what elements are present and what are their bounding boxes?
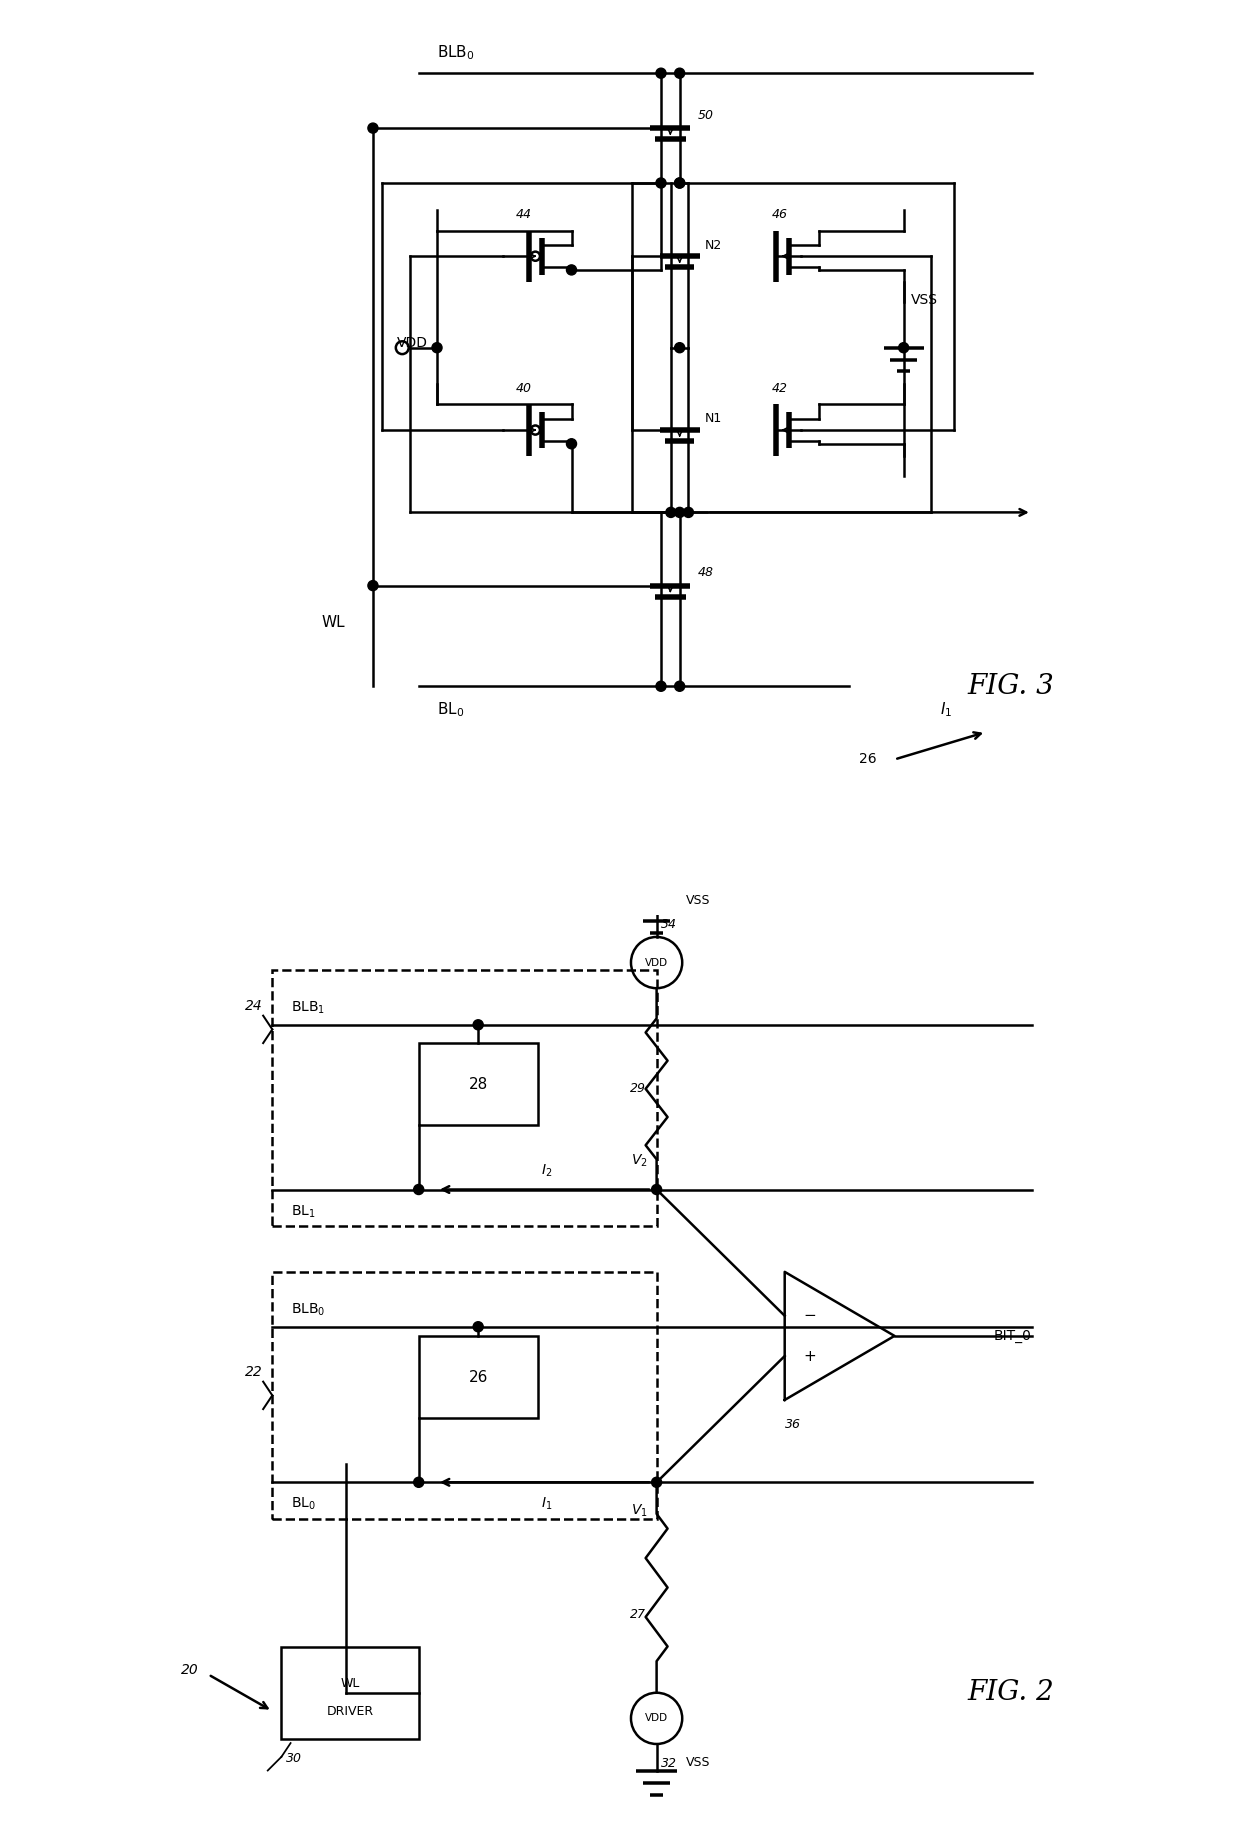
Circle shape xyxy=(656,68,666,79)
Text: VSS: VSS xyxy=(911,293,937,307)
Text: FIG. 3: FIG. 3 xyxy=(967,673,1054,699)
Text: 29: 29 xyxy=(630,1082,646,1096)
Text: VSS: VSS xyxy=(686,1755,711,1770)
Text: N2: N2 xyxy=(704,238,722,251)
Text: 22: 22 xyxy=(246,1365,263,1380)
Circle shape xyxy=(414,1184,424,1195)
Circle shape xyxy=(675,178,684,188)
Circle shape xyxy=(368,123,378,134)
Text: 36: 36 xyxy=(785,1418,801,1431)
Text: BIT_0: BIT_0 xyxy=(994,1329,1032,1343)
Circle shape xyxy=(656,178,666,188)
Text: 46: 46 xyxy=(773,209,789,221)
Text: $V_2$: $V_2$ xyxy=(631,1153,647,1169)
Text: BLB$_1$: BLB$_1$ xyxy=(290,999,325,1016)
Text: 48: 48 xyxy=(698,565,714,578)
Circle shape xyxy=(899,342,909,353)
Circle shape xyxy=(675,681,684,692)
Text: BL$_0$: BL$_0$ xyxy=(436,699,464,719)
Circle shape xyxy=(474,1321,484,1332)
Text: 44: 44 xyxy=(516,209,532,221)
Text: 26: 26 xyxy=(469,1369,487,1385)
Text: VDD: VDD xyxy=(645,1713,668,1724)
Text: 50: 50 xyxy=(698,108,714,123)
Circle shape xyxy=(675,178,684,188)
Text: 42: 42 xyxy=(773,382,789,395)
Bar xyxy=(419,1336,538,1418)
Text: 34: 34 xyxy=(661,917,677,931)
Text: +: + xyxy=(804,1349,816,1363)
Text: 20: 20 xyxy=(181,1663,200,1676)
Text: WL: WL xyxy=(322,615,346,630)
Text: 24: 24 xyxy=(246,999,263,1014)
Text: $V_1$: $V_1$ xyxy=(631,1502,647,1519)
Circle shape xyxy=(675,342,684,353)
Text: $I_1$: $I_1$ xyxy=(940,699,952,719)
Text: 40: 40 xyxy=(516,382,532,395)
Circle shape xyxy=(567,439,577,448)
Circle shape xyxy=(368,580,378,591)
Text: N1: N1 xyxy=(704,412,722,425)
Circle shape xyxy=(683,507,693,518)
Text: 28: 28 xyxy=(469,1076,487,1093)
Circle shape xyxy=(651,1477,662,1488)
Text: BL$_1$: BL$_1$ xyxy=(290,1204,315,1219)
Text: VDD: VDD xyxy=(397,337,428,350)
Circle shape xyxy=(656,681,666,692)
Text: FIG. 2: FIG. 2 xyxy=(967,1680,1054,1706)
Bar xyxy=(419,1043,538,1125)
Text: BLB$_0$: BLB$_0$ xyxy=(436,44,475,62)
Circle shape xyxy=(414,1477,424,1488)
Text: $I_1$: $I_1$ xyxy=(541,1497,553,1512)
Circle shape xyxy=(651,1184,662,1195)
Circle shape xyxy=(567,265,577,274)
Circle shape xyxy=(432,342,441,353)
Circle shape xyxy=(474,1019,484,1030)
Text: VDD: VDD xyxy=(645,957,668,968)
Text: DRIVER: DRIVER xyxy=(326,1704,373,1718)
Circle shape xyxy=(675,507,684,518)
Text: 30: 30 xyxy=(286,1753,303,1766)
Text: 27: 27 xyxy=(630,1609,646,1621)
Text: 26: 26 xyxy=(858,752,877,767)
Text: VSS: VSS xyxy=(686,893,711,908)
Bar xyxy=(281,1647,419,1738)
Circle shape xyxy=(675,68,684,79)
Text: −: − xyxy=(804,1308,816,1323)
Text: WL: WL xyxy=(341,1676,360,1691)
Text: BL$_0$: BL$_0$ xyxy=(290,1497,315,1512)
Text: 32: 32 xyxy=(661,1757,677,1770)
Text: BLB$_0$: BLB$_0$ xyxy=(290,1301,325,1318)
Circle shape xyxy=(666,507,676,518)
Text: $I_2$: $I_2$ xyxy=(541,1162,553,1179)
